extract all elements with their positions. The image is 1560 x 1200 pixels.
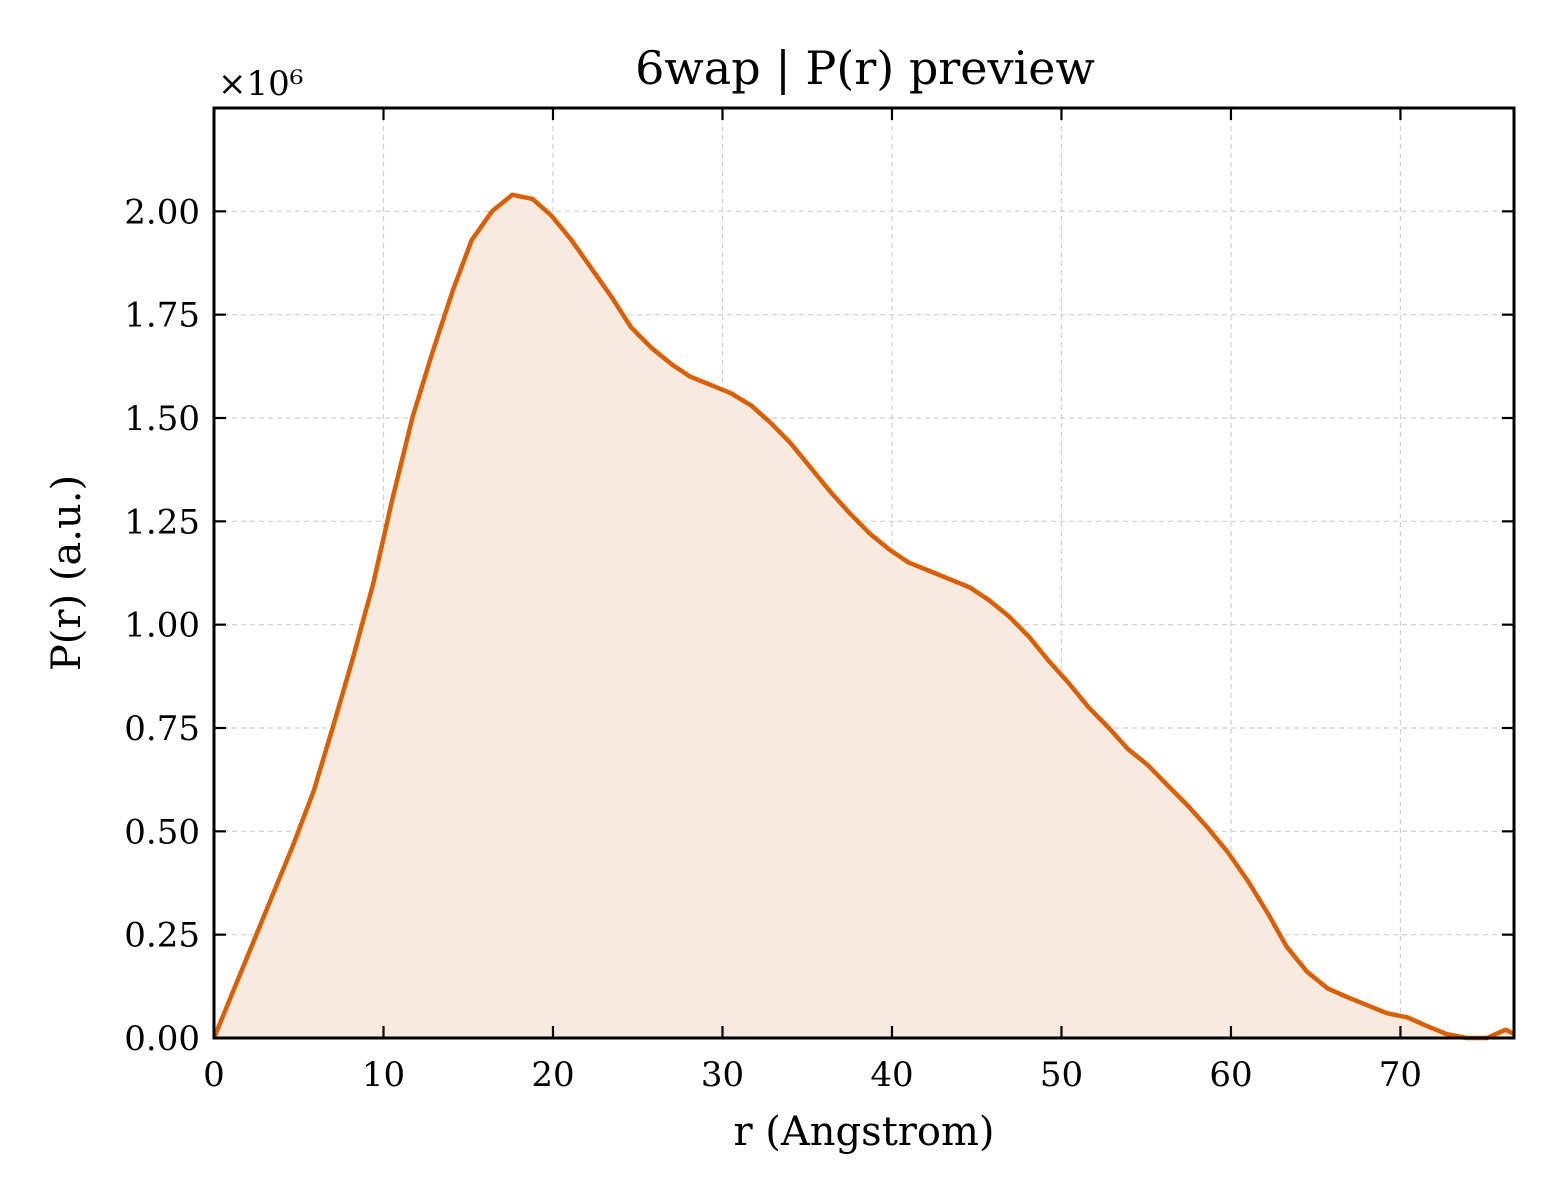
y-tick-label: 0.25 [124,916,200,956]
axis-ticks: 0 10 20 30 40 50 60 70 0.00 0.25 0.50 0.75 1.00 1.25 1… [124,108,1514,1095]
x-tick-label: 10 [362,1055,405,1095]
plot-frame [212,106,1516,1040]
y-tick-label: 0.75 [124,709,200,749]
x-tick-label: 0 [203,1055,225,1095]
y-tick-label: 2.00 [124,192,200,232]
chart-title: 6wap | P(r) preview [635,41,1095,95]
y-tick-label: 0.50 [124,812,200,852]
y-offset-label: ×10⁶ [218,64,303,104]
x-tick-label: 20 [531,1055,574,1095]
pr-curve-line [211,192,1515,1041]
y-axis-label: P(r) (a.u.) [44,475,90,671]
y-tick-label: 0.00 [124,1019,200,1059]
y-tick-label: 1.50 [124,399,200,439]
x-tick-label: 70 [1379,1055,1422,1095]
y-tick-label: 1.00 [124,606,200,646]
x-tick-label: 60 [1209,1055,1252,1095]
x-tick-label: 50 [1040,1055,1083,1095]
pr-area-fill [214,194,1514,1039]
x-tick-label: 30 [701,1055,744,1095]
y-tick-label: 1.25 [124,502,200,542]
y-tick-label: 1.75 [124,296,200,336]
x-tick-label: 40 [870,1055,913,1095]
x-axis-label: r (Angstrom) [733,1109,994,1155]
